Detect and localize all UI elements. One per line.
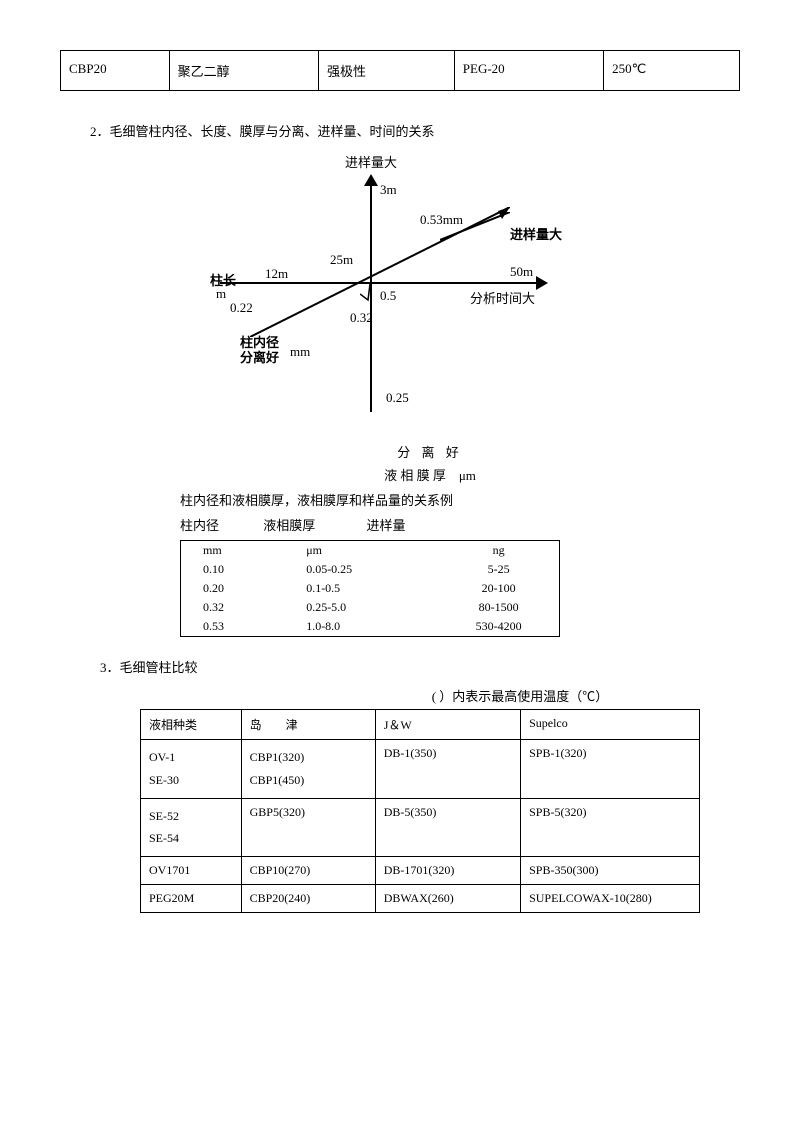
below-center: 0.32 (350, 310, 373, 326)
t2-r0c2: 5-25 (438, 560, 559, 579)
top-val: 3m (380, 182, 397, 198)
y-upper-val: 0.53mm (420, 212, 463, 228)
t3-r2c1: CBP10(270) (241, 857, 375, 885)
t1-c3: 强极性 (319, 51, 455, 91)
table-1: CBP20 聚乙二醇 强极性 PEG-20 250℃ (60, 50, 740, 91)
t1-c2: 聚乙二醇 (169, 51, 318, 91)
right-upper-label: 进样量大 (510, 224, 562, 243)
center-right: 0.5 (380, 288, 396, 304)
diagram: 进样量大 3m 0.53mm 进样量大 柱长 m 12m 25m 0.22 50… (210, 152, 650, 432)
x-neg-v1: 12m (265, 266, 288, 282)
center-1: 分 离 好 (397, 445, 463, 460)
t2-r1c0: 0.20 (181, 579, 295, 598)
t3-h0: 液相种类 (141, 710, 242, 740)
up-arrowhead-icon (364, 174, 378, 188)
top-label: 进样量大 (345, 152, 397, 171)
x-neg-v2: 25m (330, 252, 353, 268)
right-label: 分析时间大 (470, 288, 535, 307)
section-2-title: 2．毛细管柱内径、长度、膜厚与分离、进样量、时间的关系 (90, 121, 740, 140)
x-neg-unit: m (216, 286, 226, 302)
t3-r2c0: OV1701 (141, 857, 242, 885)
sub-1: 柱内径和液相膜厚，液相膜厚和样品量的关系例 (180, 490, 740, 509)
t3-r3c3: SUPELCOWAX-10(280) (521, 885, 700, 913)
t3-h2: J＆W (375, 710, 520, 740)
t3-r2c2: DB-1701(320) (375, 857, 520, 885)
t2-r1c2: 20-100 (438, 579, 559, 598)
t3-r0c2: DB-1(350) (375, 740, 520, 799)
t2-r3c1: 1.0-8.0 (294, 617, 438, 637)
right-arrowhead-icon (536, 276, 550, 290)
bottom-val: 0.25 (386, 390, 409, 406)
section-3-title: 3．毛细管柱比较 (100, 657, 740, 676)
t3-r3c1: CBP20(240) (241, 885, 375, 913)
t3-r0c3: SPB-1(320) (521, 740, 700, 799)
t2-h3: ng (438, 541, 559, 561)
t3-h3: Supelco (521, 710, 700, 740)
bl-unit: mm (290, 344, 310, 360)
t3-r1c0: SE-52 SE-54 (141, 798, 242, 857)
t3-r0c1: CBP1(320) CBP1(450) (241, 740, 375, 799)
bl-label2: 分离好 (240, 347, 279, 366)
t2-r1c1: 0.1-0.5 (294, 579, 438, 598)
t2-r2c2: 80-1500 (438, 598, 559, 617)
t1-c4: PEG-20 (454, 51, 603, 91)
t3-h1: 岛 津 (241, 710, 375, 740)
sub2-c3: 进样量 (367, 515, 406, 534)
x-neg-bottom: 0.22 (230, 300, 253, 316)
table-2: mm μm ng 0.10 0.05-0.25 5-25 0.20 0.1-0.… (180, 540, 560, 637)
t1-c5: 250℃ (604, 51, 740, 91)
center-2: 液 相 膜 厚 μm (384, 468, 476, 483)
table3-note: ( ）内表示最高使用温度（℃） (300, 686, 740, 705)
right-far: 50m (510, 264, 533, 280)
t2-r2c1: 0.25-5.0 (294, 598, 438, 617)
t3-r3c0: PEG20M (141, 885, 242, 913)
t2-r2c0: 0.32 (181, 598, 295, 617)
t3-r1c3: SPB-5(320) (521, 798, 700, 857)
t2-r3c0: 0.53 (181, 617, 295, 637)
t3-r0c0: OV-1 SE-30 (141, 740, 242, 799)
sub2-c2: 液相膜厚 (263, 515, 363, 534)
t2-r3c2: 530-4200 (438, 617, 559, 637)
t1-c1: CBP20 (61, 51, 170, 91)
t2-r0c1: 0.05-0.25 (294, 560, 438, 579)
t2-h2: μm (294, 541, 438, 561)
t2-h1: mm (181, 541, 295, 561)
t3-r1c1: GBP5(320) (241, 798, 375, 857)
t2-r0c0: 0.10 (181, 560, 295, 579)
t3-r1c2: DB-5(350) (375, 798, 520, 857)
sub2-c1: 柱内径 (180, 515, 260, 534)
table-3: 液相种类 岛 津 J＆W Supelco OV-1 SE-30 CBP1(320… (140, 709, 700, 913)
t3-r2c3: SPB-350(300) (521, 857, 700, 885)
t3-r3c2: DBWAX(260) (375, 885, 520, 913)
tick-icon (360, 282, 380, 302)
